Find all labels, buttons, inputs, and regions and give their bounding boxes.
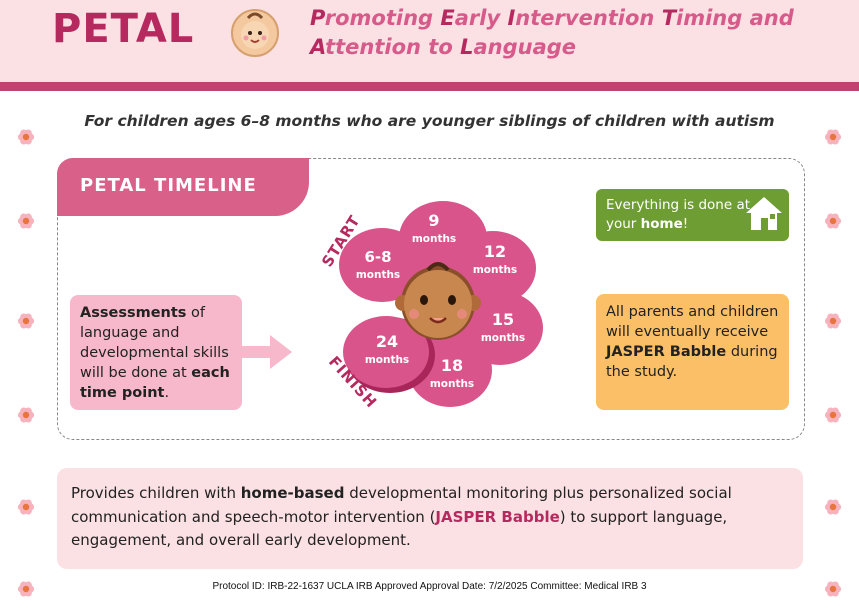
petal-18-num: 18: [441, 356, 463, 375]
baby-face-icon: [395, 262, 481, 340]
timeline-panel: [57, 158, 805, 440]
petal-15-unit: months: [481, 332, 525, 344]
eligibility-subtitle: For children ages 6–8 months who are you…: [84, 112, 775, 130]
baby-face-icon: [231, 9, 279, 57]
petal-6-8-num: 6-8: [364, 248, 391, 266]
flower-icon: [17, 581, 35, 597]
petal-15-num: 15: [492, 310, 514, 329]
flower-icon: [17, 129, 35, 145]
header-band: [0, 0, 859, 88]
jasper-note: All parents and children will eventually…: [596, 294, 789, 410]
flower-icon: [824, 313, 842, 329]
flower-icon: [824, 499, 842, 515]
timeline-tab: [57, 158, 309, 216]
petal-12-unit: months: [473, 264, 517, 276]
flower-icon: [824, 581, 842, 597]
flower-icon: [824, 129, 842, 145]
irb-footer: Protocol ID: IRB-22-1637 UCLA IRB Approv…: [212, 581, 647, 592]
petal-9-num: 9: [428, 211, 439, 230]
petal-9-unit: months: [412, 233, 456, 245]
program-description: Provides children with home-based develo…: [57, 468, 803, 569]
flower-icon: [17, 499, 35, 515]
arrow-right-icon: [240, 335, 292, 369]
assessment-note: Assessments of language and developmenta…: [70, 295, 242, 410]
title-line-1: Promoting Early Intervention Timing and: [310, 6, 794, 30]
petal-6-8-unit: months: [356, 269, 400, 281]
home-icon: [746, 197, 782, 230]
flower-icon: [17, 313, 35, 329]
program-title: Promoting Early Intervention Timing and …: [310, 4, 830, 62]
flower-icon: [824, 407, 842, 423]
title-line-2: Attention to Language: [310, 35, 577, 59]
petal-24-num: 24: [376, 332, 398, 351]
petal-24-unit: months: [365, 354, 409, 366]
petal-12-num: 12: [484, 242, 506, 261]
petal-24: [343, 316, 435, 393]
timeline-tab-label: PETAL TIMELINE: [80, 175, 257, 196]
petal-18-unit: months: [430, 378, 474, 390]
petal-logo: PETAL: [52, 6, 195, 52]
flower-icon: [17, 407, 35, 423]
flower-icon: [17, 213, 35, 229]
timeline-flower: 9 months 12 months 15 months 18 months 2…: [318, 201, 543, 412]
header-stripe: [0, 82, 859, 91]
petal-12: [450, 231, 536, 305]
petal-6-8: [339, 228, 425, 302]
flower-icon: [824, 213, 842, 229]
